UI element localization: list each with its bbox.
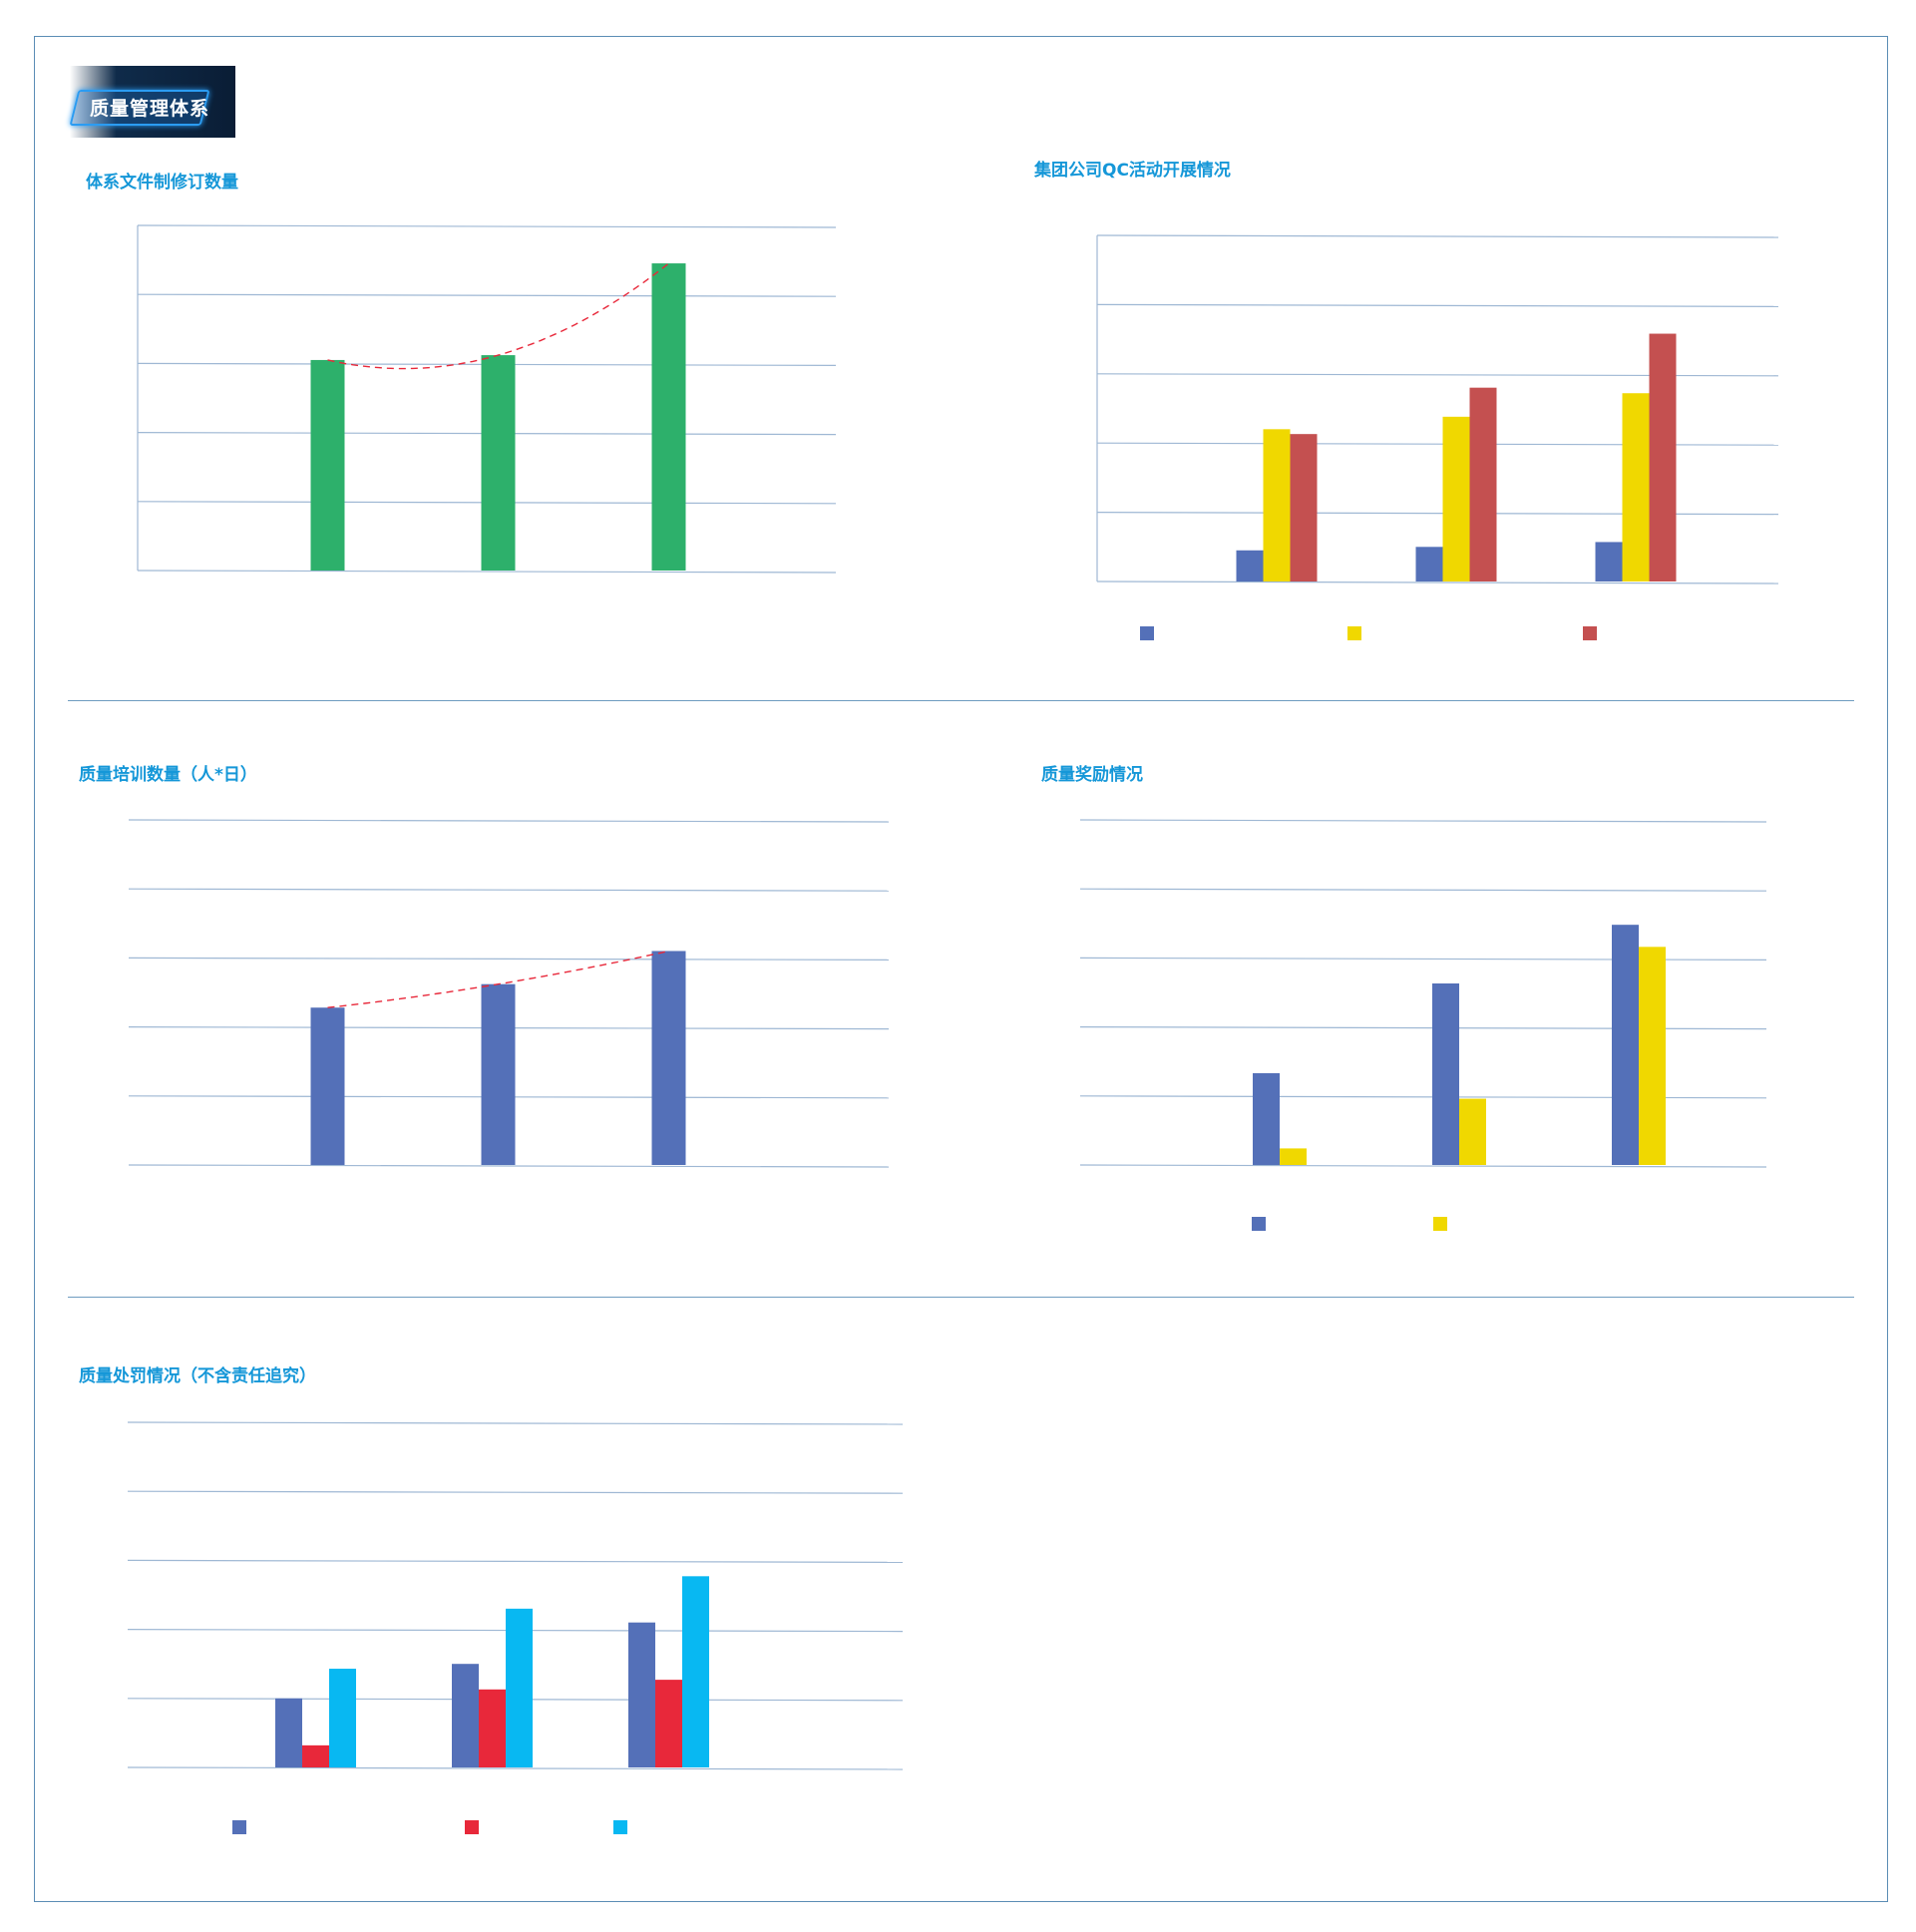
bar-penalties-s1-c2 — [655, 1680, 682, 1767]
gridline — [127, 1766, 904, 1770]
chart-title-docs: 体系文件制修订数量 — [86, 173, 238, 193]
legend-marker-qc-2 — [1583, 626, 1597, 640]
gridline — [1096, 234, 1779, 238]
gridline — [127, 1421, 904, 1425]
gridline — [1096, 373, 1779, 377]
gridline — [127, 1490, 904, 1494]
bar-qc-s1-c1 — [1442, 416, 1470, 581]
bar-penalties-s1-c0 — [302, 1744, 329, 1767]
legend-marker-qc-1 — [1347, 626, 1361, 640]
bar-penalties-s0-c1 — [452, 1664, 479, 1767]
gridline — [1096, 511, 1779, 516]
bar-qc-s1-c2 — [1622, 393, 1650, 581]
bar-docs-s0-c2 — [651, 263, 686, 571]
bar-penalties-s2-c1 — [506, 1608, 533, 1767]
section-divider — [68, 700, 1854, 701]
bar-rewards-s0-c1 — [1432, 983, 1459, 1165]
gridline — [1079, 1164, 1767, 1168]
bar-qc-s0-c1 — [1415, 547, 1443, 581]
bar-rewards-s1-c1 — [1459, 1098, 1486, 1165]
bar-qc-s2-c2 — [1649, 333, 1677, 581]
bar-rewards-s0-c0 — [1253, 1072, 1280, 1165]
bar-docs-s0-c1 — [481, 355, 516, 571]
bar-training-s0-c0 — [310, 1007, 345, 1165]
gridline — [127, 1559, 904, 1564]
bar-penalties-s0-c0 — [275, 1698, 302, 1767]
gridline — [137, 293, 837, 297]
chart-title-training: 质量培训数量（人*日） — [79, 765, 257, 785]
chart-title-rewards: 质量奖励情况 — [1041, 765, 1143, 785]
gridline — [1079, 819, 1767, 823]
chart-title-qc: 集团公司QC活动开展情况 — [1034, 161, 1231, 181]
gridline — [128, 888, 890, 892]
gridline — [1096, 303, 1779, 307]
legend-marker-penalties-0 — [232, 1820, 246, 1834]
gridline — [137, 570, 837, 574]
chart-title-penalties: 质量处罚情况（不含责任追究） — [79, 1366, 316, 1386]
bar-training-s0-c2 — [651, 951, 686, 1165]
bar-penalties-s0-c2 — [628, 1622, 655, 1767]
section-divider — [68, 1297, 1854, 1298]
gridline — [1079, 888, 1767, 892]
bar-penalties-s1-c1 — [479, 1689, 506, 1767]
legend-marker-rewards-0 — [1252, 1217, 1266, 1231]
gridline — [137, 224, 837, 228]
trendline-docs — [327, 262, 669, 370]
page-frame — [34, 36, 1888, 1902]
bar-rewards-s1-c0 — [1280, 1148, 1307, 1165]
bar-rewards-s0-c2 — [1612, 925, 1639, 1165]
bar-docs-s0-c0 — [310, 359, 345, 571]
bar-training-s0-c1 — [481, 983, 516, 1165]
gridline — [128, 819, 890, 823]
section-badge-bg — [70, 66, 235, 138]
gridline — [1096, 580, 1779, 584]
gridline — [1096, 442, 1779, 446]
bar-qc-s1-c0 — [1263, 429, 1291, 581]
section-badge-label: 质量管理体系 — [90, 98, 210, 120]
trendline-training — [327, 950, 669, 1008]
bar-qc-s0-c0 — [1236, 550, 1264, 581]
legend-marker-penalties-1 — [465, 1820, 479, 1834]
bar-qc-s2-c1 — [1469, 387, 1497, 581]
legend-marker-rewards-1 — [1433, 1217, 1447, 1231]
bar-rewards-s1-c2 — [1639, 947, 1666, 1165]
bar-penalties-s2-c0 — [329, 1669, 356, 1767]
bar-qc-s0-c2 — [1595, 542, 1623, 581]
legend-marker-qc-0 — [1140, 626, 1154, 640]
gridline — [128, 957, 890, 962]
bar-penalties-s2-c2 — [682, 1576, 709, 1767]
gridline — [128, 1164, 890, 1168]
bar-qc-s2-c0 — [1290, 434, 1318, 581]
legend-marker-penalties-2 — [613, 1820, 627, 1834]
